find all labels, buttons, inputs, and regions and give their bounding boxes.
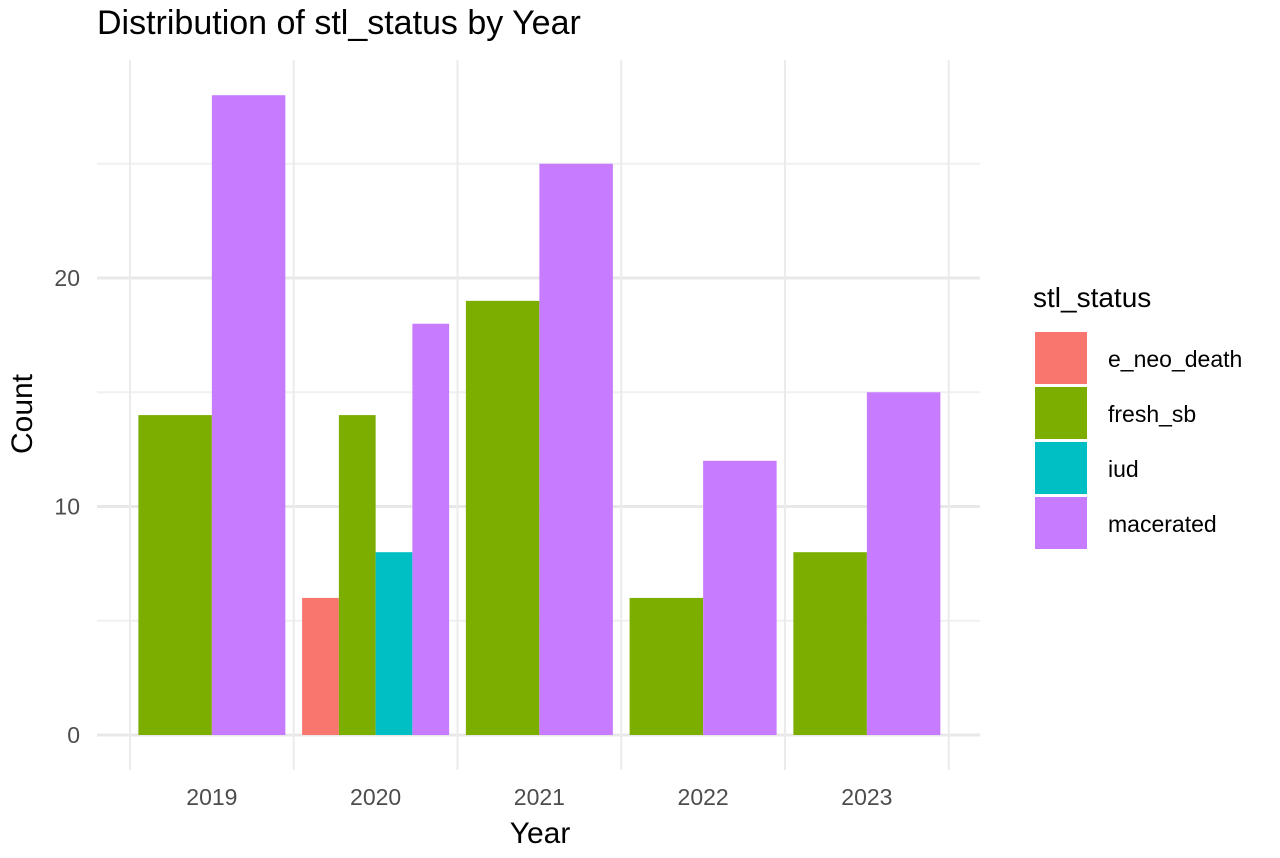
x-axis-title: Year (510, 817, 571, 850)
y-tick-label: 20 (54, 265, 80, 291)
legend-key-iud (1035, 442, 1087, 494)
legend-label-e_neo_death: e_neo_death (1108, 346, 1242, 372)
bar-fresh_sb-2019 (138, 415, 212, 735)
x-tick-label: 2020 (350, 784, 401, 810)
legend-label-iud: iud (1108, 456, 1139, 482)
x-tick-label: 2019 (186, 784, 237, 810)
bar-macerated-2021 (539, 163, 613, 735)
bar-fresh_sb-2021 (465, 300, 540, 735)
bar-macerated-2022 (703, 460, 777, 735)
legend-title: stl_status (1033, 282, 1151, 313)
legend-key-macerated (1035, 497, 1087, 549)
bar-iud-2020 (375, 552, 413, 735)
bar-macerated-2023 (866, 392, 941, 735)
bar-fresh_sb-2022 (629, 597, 704, 735)
y-axis-title: Count (6, 373, 39, 454)
y-tick-label: 0 (67, 722, 80, 748)
legend-label-macerated: macerated (1108, 511, 1217, 537)
bars (138, 95, 941, 735)
x-axis-ticks: 2019 2020 2021 2022 2023 (186, 784, 892, 810)
bar-macerated-2019 (211, 95, 286, 735)
bar-macerated-2020 (412, 323, 450, 735)
chart-title: Distribution of stl_status by Year (97, 4, 581, 42)
bar-fresh_sb-2020 (338, 415, 376, 735)
x-tick-label: 2021 (514, 784, 565, 810)
y-tick-label: 10 (54, 494, 80, 520)
legend-key-fresh_sb (1035, 387, 1087, 439)
x-tick-label: 2022 (678, 784, 729, 810)
bar-fresh_sb-2023 (793, 552, 867, 735)
x-tick-label: 2023 (841, 784, 892, 810)
legend-key-e_neo_death (1035, 332, 1087, 384)
bar-e_neo_death-2020 (302, 597, 339, 735)
y-axis-ticks: 0 10 20 (54, 265, 80, 748)
legend-label-fresh_sb: fresh_sb (1108, 401, 1196, 427)
